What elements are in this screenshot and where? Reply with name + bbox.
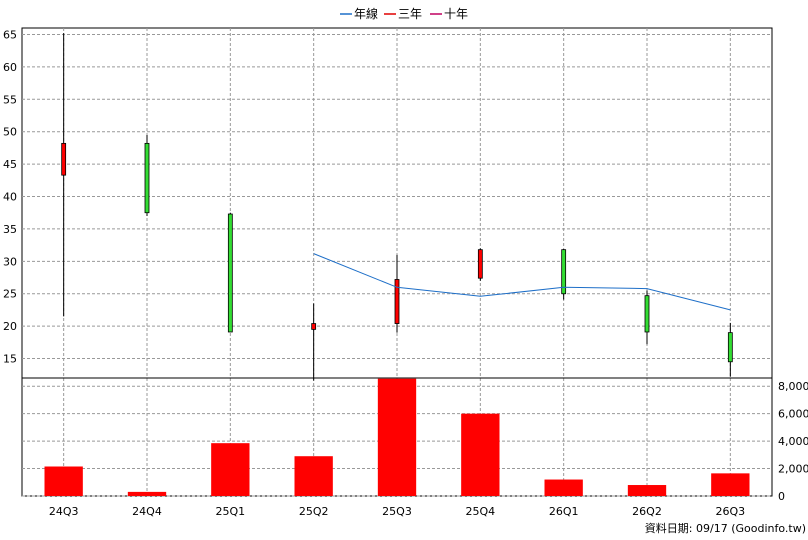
x-tick-label: 25Q3 — [382, 505, 412, 518]
candle-body — [61, 142, 67, 176]
candle-body — [144, 142, 150, 214]
volume-bar — [377, 378, 417, 496]
price-tick-label: 60 — [3, 61, 17, 74]
volume-bar — [127, 491, 167, 496]
volume-bar — [711, 473, 750, 496]
price-tick-label: 45 — [3, 158, 17, 171]
legend-label-ten-year: 十年 — [444, 7, 468, 21]
x-tick-label: 25Q4 — [466, 505, 496, 518]
x-tick-label: 24Q4 — [132, 505, 162, 518]
legend-label-annual: 年線 — [354, 6, 378, 21]
price-tick-label: 15 — [3, 353, 17, 366]
volume-bar — [211, 443, 250, 496]
volume-tick-label: 2,000 — [778, 463, 808, 476]
candle-body — [227, 213, 233, 333]
volume-panel: 0 2,000 4,000 6,000 8,000 — [21, 377, 808, 503]
data-date-footer: 資料日期: 09/17 (Goodinfo.tw) — [645, 521, 806, 535]
volume-bar — [627, 485, 667, 496]
volume-tick-label: 0 — [778, 490, 785, 503]
legend: 年線 三年 十年 — [340, 6, 468, 21]
volume-bar — [544, 479, 583, 496]
x-axis: 24Q3 24Q4 25Q1 25Q2 25Q3 25Q4 26Q1 26Q2 26Q3 — [49, 505, 745, 518]
volume-bar — [461, 413, 500, 496]
volume-tick-label: 8,000 — [778, 380, 808, 393]
price-tick-label: 25 — [3, 288, 17, 301]
x-tick-label: 25Q1 — [216, 505, 246, 518]
price-tick-label: 50 — [3, 126, 17, 139]
price-tick-label: 30 — [3, 255, 17, 268]
candle-body — [644, 295, 650, 333]
price-tick-label: 65 — [3, 28, 17, 41]
volume-bar — [294, 456, 333, 496]
volume-tick-label: 6,000 — [778, 408, 808, 421]
x-tick-label: 25Q2 — [299, 505, 329, 518]
x-tick-label: 26Q1 — [549, 505, 579, 518]
price-panel: 15 20 25 30 35 40 45 50 55 60 65 — [3, 27, 773, 496]
price-tick-label: 20 — [3, 320, 17, 333]
candle-body — [477, 249, 483, 279]
candle-body — [727, 332, 733, 363]
candle-body — [311, 323, 317, 330]
price-tick-label: 35 — [3, 223, 17, 236]
x-tick-label: 24Q3 — [49, 505, 79, 518]
price-tick-label: 55 — [3, 93, 17, 106]
x-tick-label: 26Q2 — [632, 505, 662, 518]
volume-tick-label: 4,000 — [778, 435, 808, 448]
price-tick-label: 40 — [3, 191, 17, 204]
candle-body — [394, 279, 400, 324]
candle-body — [561, 249, 567, 295]
annual-line-series — [313, 253, 731, 311]
x-tick-label: 26Q3 — [716, 505, 746, 518]
volume-bar — [44, 466, 83, 496]
legend-label-three-year: 三年 — [398, 7, 422, 21]
